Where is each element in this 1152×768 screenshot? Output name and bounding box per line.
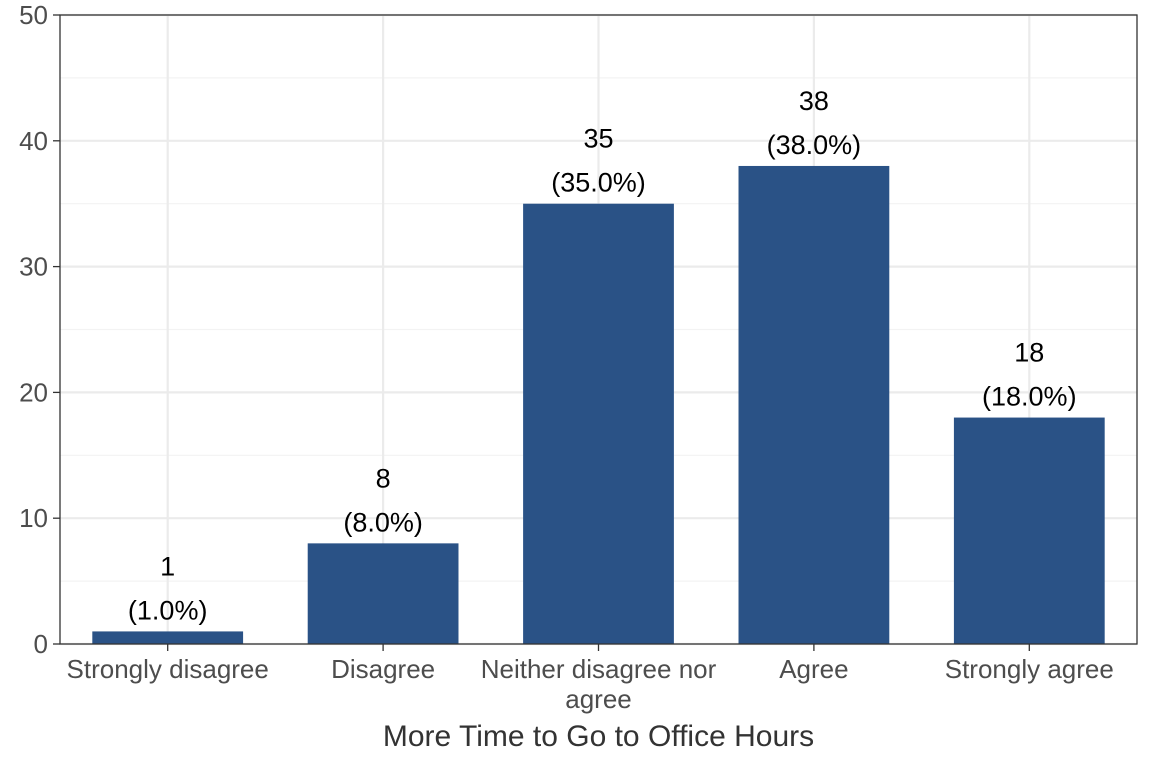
y-axis: 0 10 20 30 40 50 xyxy=(19,0,60,659)
bar-percent-label: (8.0%) xyxy=(343,507,423,537)
bar xyxy=(738,165,890,644)
x-axis: Strongly disagree Disagree Neither disagre… xyxy=(67,644,1114,714)
bar-value-label: 35 xyxy=(583,124,613,154)
bar-percent-label: (18.0%) xyxy=(982,382,1077,412)
bar-percent-label: (38.0%) xyxy=(767,130,862,160)
y-tick-label: 0 xyxy=(34,629,48,659)
x-tick-label: Strongly disagree xyxy=(67,654,269,684)
bars xyxy=(92,165,1105,644)
y-tick-label: 30 xyxy=(19,252,48,282)
bar xyxy=(92,631,244,644)
bar-value-label: 8 xyxy=(376,463,391,493)
x-tick-label: Strongly agree xyxy=(945,654,1114,684)
x-tick-label: Agree xyxy=(779,654,848,684)
x-tick-label: Disagree xyxy=(331,654,435,684)
y-tick-label: 20 xyxy=(19,377,48,407)
x-tick-label: Neither disagree nor agree xyxy=(481,654,717,714)
bar-percent-label: (35.0%) xyxy=(551,168,646,198)
bar-value-label: 38 xyxy=(799,86,829,116)
bar-value-label: 18 xyxy=(1014,338,1044,368)
y-tick-label: 10 xyxy=(19,503,48,533)
y-tick-label: 40 xyxy=(19,126,48,156)
bar-labels: (1.0%) 1 (8.0%) 8 (35.0%) 35 (38.0%) 38 (18.0%) 1… xyxy=(128,86,1077,625)
y-tick-label: 50 xyxy=(19,0,48,30)
bar xyxy=(307,543,459,644)
bar-value-label: 1 xyxy=(160,551,175,581)
bar xyxy=(523,203,674,644)
bar xyxy=(953,417,1105,644)
x-axis-title: More Time to Go to Office Hours xyxy=(383,720,814,753)
bar-percent-label: (1.0%) xyxy=(128,595,208,625)
